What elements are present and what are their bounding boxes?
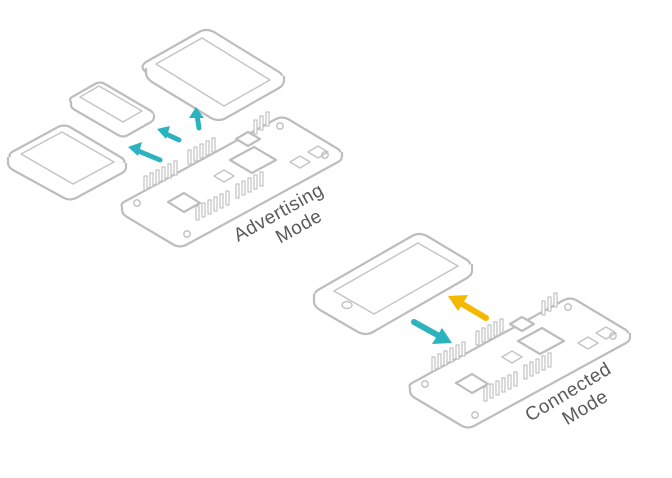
pin-header	[187, 137, 216, 165]
smartphone-icon	[68, 81, 156, 138]
arrow-icon	[157, 126, 182, 143]
tablet-icon	[6, 124, 128, 201]
microcontroller-board-icon	[120, 111, 344, 248]
pin-header	[475, 318, 504, 346]
smartphone-icon	[312, 232, 474, 336]
connected-arrows	[411, 295, 489, 344]
tablet-icon	[141, 28, 286, 122]
pin-header	[253, 111, 270, 135]
arrow-icon	[128, 142, 163, 163]
pin-header	[431, 341, 466, 372]
connected-mode-group: Connected Mode	[312, 232, 632, 430]
arrow-icon	[189, 107, 204, 131]
pin-header	[235, 171, 264, 199]
microcontroller-board-icon	[408, 292, 632, 429]
arrow-down-icon	[411, 319, 452, 344]
pin-header	[143, 160, 178, 191]
pin-header	[483, 371, 518, 402]
pin-header	[541, 292, 558, 316]
advertising-mode-group: Advertising Mode	[6, 28, 344, 248]
pin-header	[195, 190, 230, 221]
advertising-arrows	[128, 107, 204, 163]
pin-header	[523, 352, 552, 380]
arrow-up-icon	[448, 295, 489, 321]
